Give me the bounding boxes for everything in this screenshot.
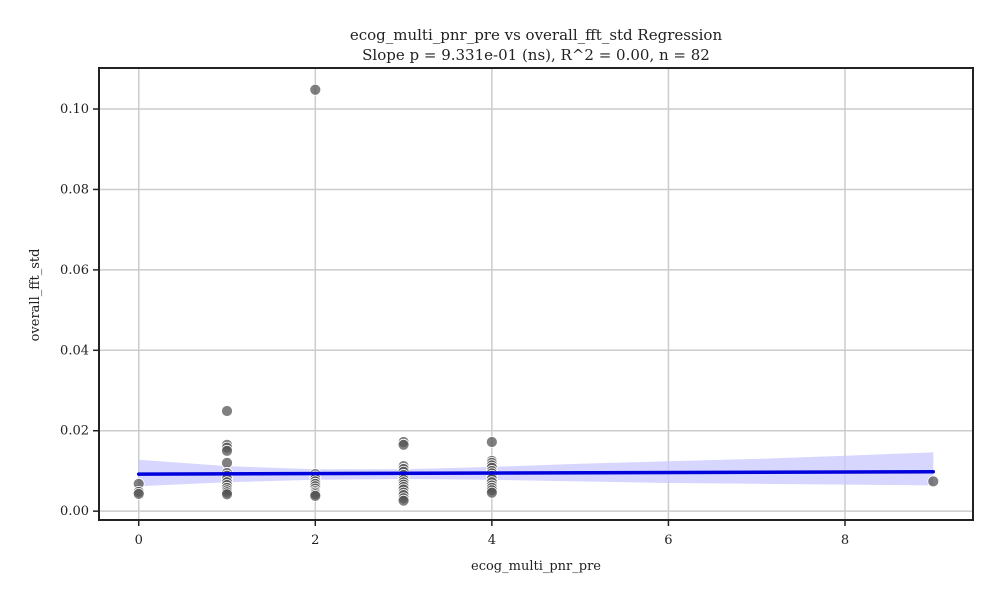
x-tick-label: 0 xyxy=(135,533,143,548)
x-tick-label: 4 xyxy=(488,533,496,548)
y-tick-label: 0.00 xyxy=(60,504,89,519)
data-point xyxy=(132,487,145,500)
axis-ticks: 0 2 4 6 8 0.00 0.02 0.04 0.06 0.08 0.10 xyxy=(60,102,849,548)
data-point xyxy=(485,436,498,448)
x-tick-label: 2 xyxy=(311,533,319,548)
data-point xyxy=(221,405,233,417)
data-point xyxy=(309,83,322,96)
regression-line xyxy=(136,469,936,476)
data-point xyxy=(397,494,410,507)
chart-subtitle: Slope p = 9.331e-01 (ns), R^2 = 0.00, n … xyxy=(362,46,710,64)
confidence-band xyxy=(138,452,934,487)
y-tick-label: 0.04 xyxy=(60,343,89,358)
plot-frame xyxy=(98,67,974,521)
data-point xyxy=(221,456,233,469)
grid-lines xyxy=(99,68,973,520)
regression-line-layer xyxy=(136,469,936,476)
data-point xyxy=(221,444,233,457)
y-axis-label: overall_fft_std xyxy=(28,249,43,342)
confidence-band-layer xyxy=(138,452,934,487)
y-tick-label: 0.08 xyxy=(60,182,89,197)
data-point xyxy=(397,438,410,451)
y-tick-label: 0.06 xyxy=(60,263,89,278)
y-tick-label: 0.10 xyxy=(60,102,89,117)
data-point xyxy=(485,486,498,499)
x-axis-label: ecog_multi_pnr_pre xyxy=(471,559,601,574)
x-tick-label: 6 xyxy=(664,533,672,548)
y-tick-label: 0.02 xyxy=(60,424,89,439)
data-point xyxy=(927,475,940,488)
data-point xyxy=(309,489,322,502)
data-point xyxy=(221,488,233,501)
chart-title: ecog_multi_pnr_pre vs overall_fft_std Re… xyxy=(350,26,723,44)
x-tick-label: 8 xyxy=(841,533,849,548)
data-points xyxy=(132,83,940,507)
